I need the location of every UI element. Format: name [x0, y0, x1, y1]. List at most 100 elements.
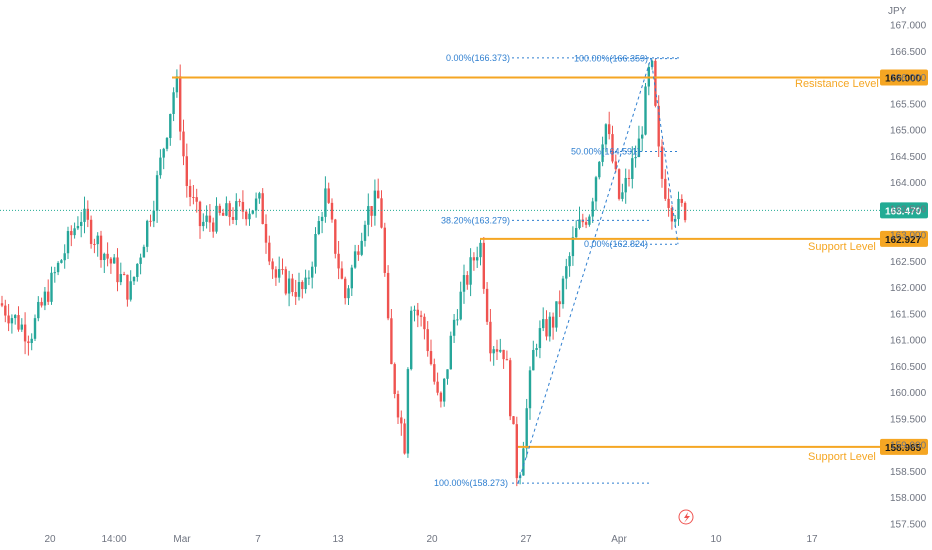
candle: [50, 266, 53, 305]
candle: [456, 309, 459, 326]
candle-body: [680, 198, 683, 203]
candle: [558, 290, 561, 318]
fib-label: 0.00%(162.824): [584, 239, 648, 249]
candle: [334, 218, 337, 259]
candle: [99, 230, 103, 268]
candle-body: [476, 257, 479, 261]
candle-body: [512, 416, 515, 425]
y-tick-label: 164.500: [890, 152, 927, 163]
candle-body: [53, 272, 56, 274]
candle: [353, 244, 357, 269]
candle: [588, 214, 591, 227]
candle-body: [152, 210, 155, 222]
fib-label: 0.00%(166.373): [446, 53, 510, 63]
candle-body: [278, 269, 281, 278]
candle: [509, 357, 512, 421]
candle-body: [522, 448, 525, 476]
candle-body: [188, 185, 192, 198]
candle: [627, 169, 631, 187]
candle: [419, 310, 423, 327]
candle: [433, 358, 436, 385]
candle: [281, 258, 284, 275]
candle: [396, 390, 400, 424]
candle: [7, 304, 10, 332]
candle-body: [340, 268, 344, 279]
candle: [251, 210, 254, 215]
candle-body: [304, 277, 307, 290]
candle: [538, 320, 542, 359]
candle-body: [205, 215, 208, 222]
candle: [165, 137, 169, 152]
candle: [469, 248, 472, 297]
candle: [188, 179, 192, 207]
candle: [462, 264, 466, 304]
candle-body: [327, 188, 330, 203]
fib-label: 100.00%(158.273): [434, 478, 508, 488]
candle: [169, 113, 172, 146]
candle-body: [575, 228, 578, 238]
candle: [106, 242, 109, 267]
candle-body: [330, 202, 334, 220]
candle: [172, 87, 175, 122]
candle: [43, 286, 47, 311]
candle-body: [116, 257, 119, 283]
candle: [367, 193, 370, 237]
candle-body: [660, 146, 664, 179]
candle-body: [588, 216, 591, 225]
candle-body: [241, 201, 245, 212]
y-tick-label: 158.000: [890, 493, 927, 504]
lightning-icon[interactable]: [678, 509, 694, 525]
candle-body: [674, 219, 677, 222]
candle: [400, 410, 403, 436]
candle-body: [482, 242, 485, 289]
candle: [73, 222, 76, 239]
candle-body: [677, 198, 680, 220]
candle: [502, 349, 505, 369]
candle: [443, 377, 446, 407]
candle-body: [182, 131, 185, 157]
candle-body: [492, 349, 495, 354]
candle: [624, 168, 627, 204]
price-axis[interactable]: JPY 157.500 158.000 158.500 159.000 159.500 1…: [888, 6, 927, 530]
candle-body: [228, 203, 231, 218]
fib-label: 38.20%(163.279): [441, 215, 510, 225]
y-tick-label: 160.500: [890, 362, 927, 373]
candle-body: [466, 275, 469, 285]
candle-body: [604, 124, 608, 145]
candle-body: [601, 144, 604, 162]
candle-body: [132, 276, 136, 282]
candle: [66, 226, 70, 260]
x-tick-label: 20: [426, 534, 438, 545]
candle: [512, 416, 515, 425]
candle: [393, 362, 396, 399]
candle-body: [423, 316, 426, 330]
candle-body: [139, 257, 142, 264]
candle-body: [393, 364, 396, 395]
candle-body: [344, 278, 347, 299]
candle-body: [291, 278, 294, 293]
time-axis[interactable]: 20 14:00 Mar 7 13 20 27 Apr 10 17: [44, 534, 818, 545]
candle-body: [433, 364, 436, 382]
candle: [228, 200, 231, 226]
candle: [429, 339, 433, 366]
candle-body: [472, 257, 476, 261]
candle: [294, 279, 297, 305]
candle-body: [353, 251, 357, 268]
candle-body: [509, 360, 512, 417]
candle-body: [287, 278, 291, 294]
fib-label: 50.00%(164.591): [571, 146, 640, 156]
candle-body: [555, 301, 558, 328]
candle-body: [175, 76, 179, 93]
candle: [218, 203, 221, 216]
candle: [155, 170, 159, 223]
candle-body: [215, 205, 218, 232]
candle: [314, 227, 317, 274]
candle-body: [33, 318, 37, 339]
candle-body: [396, 394, 400, 418]
candle-body: [548, 316, 551, 337]
level-name: Support Level: [808, 451, 876, 463]
candle: [221, 208, 225, 216]
candle-body: [258, 193, 261, 199]
candle: [657, 95, 660, 157]
